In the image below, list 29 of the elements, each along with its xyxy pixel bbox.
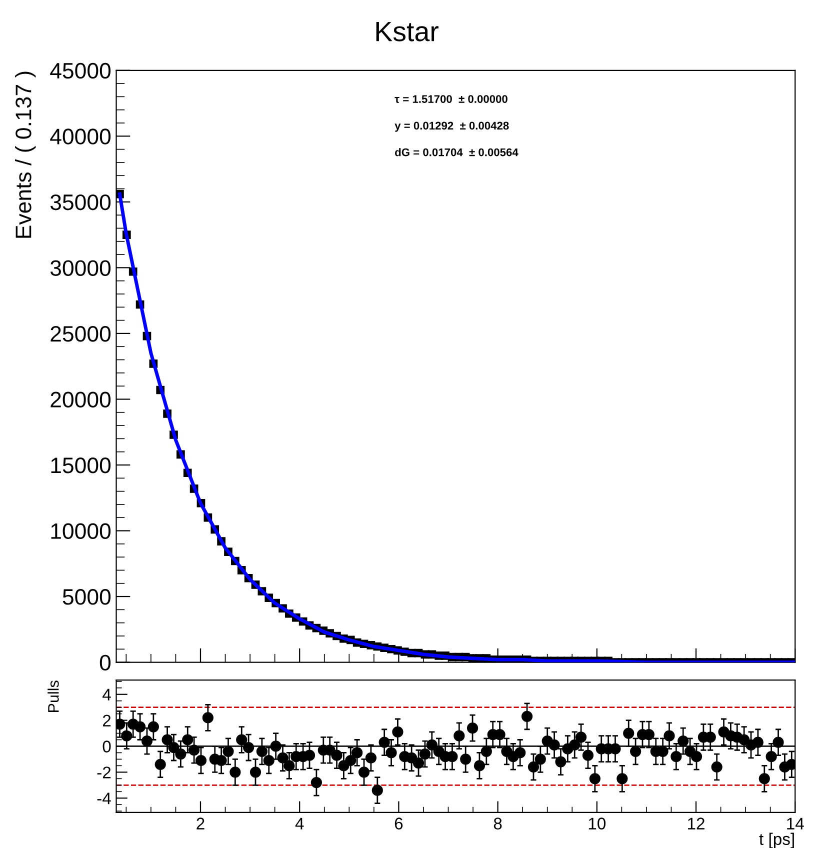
x-tick-label: 10: [588, 818, 606, 830]
annotation: τ = 1.51700 ± 0.00000: [394, 95, 508, 103]
y-tick-label: 40000: [50, 128, 111, 144]
y-tick-label: 30000: [50, 260, 111, 276]
y-axis-title: Pulls: [48, 680, 59, 712]
y-tick-label: 0: [100, 654, 111, 671]
y-tick-label: 35000: [50, 194, 111, 210]
y-tick-label: 20000: [50, 392, 111, 408]
x-tick-label: 12: [688, 818, 704, 830]
y-tick-label: 10000: [51, 523, 111, 540]
x-tick-label: 4: [295, 818, 304, 830]
x-tick-label: 2: [196, 818, 204, 830]
y-tick-label: 4: [102, 688, 111, 700]
y-tick-label: 45000: [50, 62, 111, 79]
annotation: dG = 0.01704 ± 0.00564: [395, 148, 518, 156]
y-tick-label: 5000: [62, 589, 111, 605]
y-tick-label: 0: [102, 740, 111, 752]
annotation: y = 0.01292 ± 0.00428: [394, 122, 509, 132]
x-axis-title: t [ps]: [759, 832, 794, 848]
chart-title: Kstar: [376, 22, 438, 42]
y-tick-label: -2: [97, 766, 111, 778]
y-tick-label: 25000: [50, 326, 111, 342]
x-tick-label: 8: [494, 818, 502, 830]
y-tick-label: -4: [97, 792, 111, 804]
y-tick-label: 15000: [51, 458, 111, 474]
y-axis-title: Events / ( 0.137 ): [15, 72, 36, 238]
y-tick-label: 2: [102, 714, 111, 726]
x-tick-label: 14: [787, 818, 804, 830]
x-tick-label: 6: [394, 818, 403, 830]
